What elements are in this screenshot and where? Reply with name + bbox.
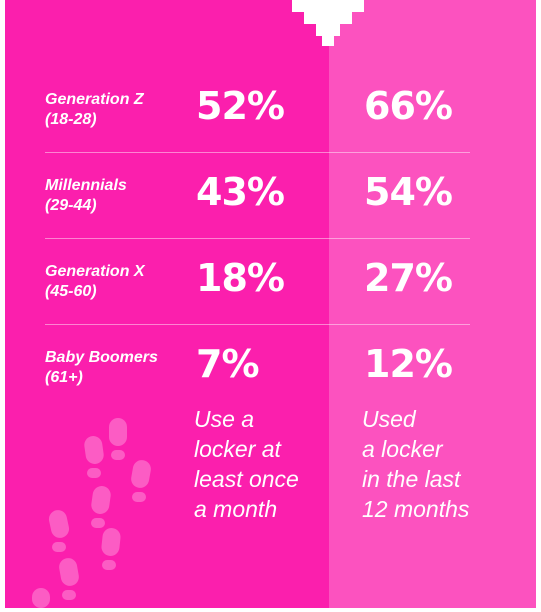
caption-monthly: Use a locker at least once a month bbox=[194, 406, 299, 522]
row-generation-z: Generation Z (18-28) 52% 66% bbox=[0, 84, 541, 176]
row-label-name: Generation Z bbox=[45, 91, 144, 108]
value-monthly: 52% bbox=[196, 84, 285, 128]
left-border bbox=[0, 0, 5, 612]
value-monthly: 18% bbox=[196, 256, 285, 300]
caption-annual: Used a locker in the last 12 months bbox=[362, 406, 470, 522]
row-label-range: (61+) bbox=[45, 369, 83, 386]
column-monthly-use bbox=[0, 0, 329, 612]
row-label-name: Generation X bbox=[45, 263, 145, 280]
value-annual: 54% bbox=[364, 170, 453, 214]
value-annual: 66% bbox=[364, 84, 453, 128]
right-border bbox=[536, 0, 541, 612]
value-annual: 12% bbox=[364, 342, 453, 386]
row-millennials: Millennials (29-44) 43% 54% bbox=[0, 170, 541, 262]
row-label-name: Baby Boomers bbox=[45, 349, 158, 366]
row-label-name: Millennials bbox=[45, 177, 127, 194]
value-monthly: 43% bbox=[196, 170, 285, 214]
row-generation-x: Generation X (45-60) 18% 27% bbox=[0, 256, 541, 348]
row-label-range: (29-44) bbox=[45, 197, 97, 214]
value-annual: 27% bbox=[364, 256, 453, 300]
row-divider bbox=[45, 238, 470, 239]
value-monthly: 7% bbox=[196, 342, 260, 386]
row-baby-boomers: Baby Boomers (61+) 7% 12% bbox=[0, 342, 541, 434]
row-divider bbox=[45, 152, 470, 153]
row-divider bbox=[45, 324, 470, 325]
row-label-range: (45-60) bbox=[45, 283, 97, 300]
column-annual-use bbox=[329, 0, 541, 612]
row-label-range: (18-28) bbox=[45, 111, 97, 128]
footprints-icon bbox=[32, 418, 151, 608]
bottom-border bbox=[0, 608, 541, 612]
